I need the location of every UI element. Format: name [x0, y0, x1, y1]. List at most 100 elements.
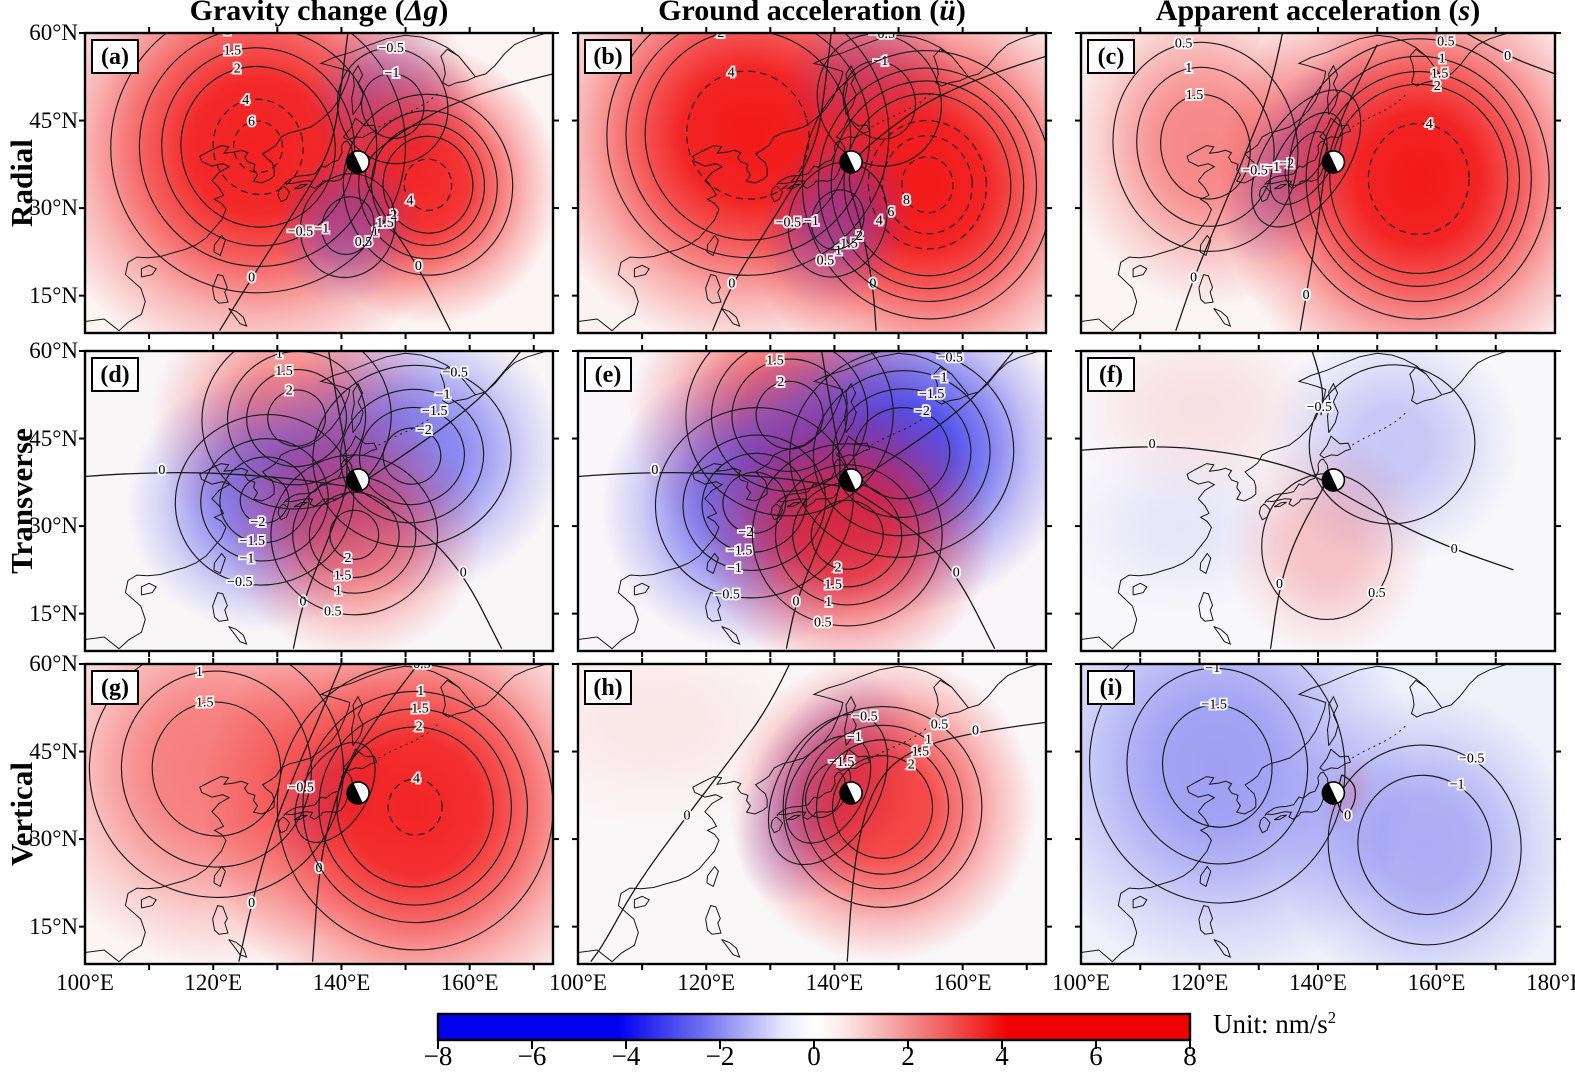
- lat-tick-label: 60°N: [29, 338, 78, 363]
- coastline: [1132, 895, 1148, 909]
- column-title-gravity-change: Gravity change (Δg): [85, 0, 553, 30]
- coastline: [277, 816, 291, 834]
- contour-line: [812, 370, 991, 537]
- contour-line: [682, 434, 827, 572]
- lat-tick-label: 45°N: [29, 738, 78, 764]
- contour-line: [1160, 94, 1251, 200]
- coastline: [1319, 117, 1352, 141]
- zero-contour-line: [366, 351, 522, 480]
- contour-label: 2: [908, 757, 915, 772]
- coastline: [1409, 48, 1443, 87]
- contour-label: 0: [316, 861, 323, 876]
- contour-label: −0.5: [379, 41, 404, 56]
- contour-line: [302, 690, 528, 924]
- zero-contour-line: [590, 664, 791, 963]
- coastline: [933, 679, 969, 718]
- panel-h-map: 00−0.5−1−1.50.511.52(h): [572, 658, 1052, 970]
- coastline: [633, 895, 650, 909]
- contour-line: [817, 67, 1038, 303]
- coastline: [1213, 626, 1232, 645]
- contour-label: 1: [825, 595, 832, 610]
- panel-border: [576, 31, 1048, 335]
- contour-line: [180, 65, 336, 228]
- contour-line: [151, 701, 282, 837]
- beachball-epicenter-icon: [346, 150, 370, 174]
- contour-label: 1.5: [411, 702, 429, 717]
- contour-label: 2: [234, 62, 241, 77]
- zero-contour-line: [578, 471, 841, 488]
- contour-line: [1367, 122, 1470, 235]
- coastline: [578, 664, 1040, 963]
- contour-label: 4: [406, 194, 413, 209]
- lon-tick-label: 160°E: [933, 970, 992, 995]
- coastline: [85, 351, 547, 650]
- contour-label: 0.5: [355, 235, 373, 250]
- contour-line: [810, 499, 884, 570]
- coastline: [351, 695, 364, 746]
- panel-letter-box: [1087, 670, 1135, 705]
- contour-line: [1308, 364, 1476, 525]
- zero-contour-line: [1311, 351, 1324, 416]
- panel-e-map: 0000.511.52−0.5−1−1.5−2−0.5−1−1.5−20.511…: [572, 345, 1052, 657]
- panel-border: [576, 349, 1048, 653]
- contour-label: −2: [1279, 156, 1294, 171]
- coastline: [721, 939, 741, 958]
- shaded-lobe: [700, 393, 995, 651]
- panel-letter: (a): [101, 44, 129, 70]
- panel-letter: (c): [1098, 44, 1125, 70]
- contour-line: [701, 452, 808, 553]
- coastline: [293, 501, 308, 508]
- contour-label: −1: [804, 214, 819, 229]
- panel-letter-box: [1087, 357, 1135, 392]
- contour-line: [710, 351, 869, 492]
- coastline: [1081, 33, 1508, 332]
- coastline: [228, 626, 248, 645]
- coastline: [1198, 274, 1214, 304]
- contour-label: −1: [240, 552, 255, 567]
- contour-label: 0.5: [1175, 37, 1193, 52]
- lon-tick-label: 120°E: [184, 970, 243, 995]
- beachball-epicenter-icon: [346, 468, 370, 492]
- shaded-lobe: [1216, 33, 1555, 333]
- coastline: [705, 592, 722, 622]
- column-title-text: Apparent acceleration (: [1155, 0, 1459, 27]
- contour-line: [1269, 111, 1343, 205]
- contour-label: 1.5: [912, 745, 930, 760]
- zero-contour-line: [1332, 487, 1514, 571]
- coastline: [85, 664, 547, 963]
- panel-border: [83, 662, 555, 966]
- beachball-epicenter-icon: [346, 781, 370, 805]
- contour-line: [233, 120, 284, 173]
- coastline: [770, 816, 784, 834]
- panel-letter: (g): [101, 675, 129, 701]
- contour-line: [219, 456, 310, 544]
- contour-line: [751, 443, 943, 627]
- coastline: [1319, 435, 1352, 459]
- contour-line: [842, 60, 916, 140]
- contour-line: [1112, 41, 1299, 252]
- contour-label: 1: [335, 584, 342, 599]
- panel-border: [83, 31, 555, 335]
- contour-label: 4: [413, 772, 420, 787]
- contour-label: 1: [1185, 61, 1192, 76]
- panel-i-content: 0−0.5−1−1.5−0.5−1: [1081, 664, 1555, 964]
- contour-line: [226, 351, 367, 486]
- contour-label: 0.5: [814, 615, 832, 630]
- contour-label: 1.5: [766, 354, 784, 369]
- column-title-close: ): [438, 0, 449, 27]
- contour-label: 6: [887, 205, 894, 220]
- contour-line: [731, 358, 848, 472]
- colorbar: [436, 1012, 1192, 1049]
- zero-contour-line: [238, 664, 343, 962]
- contour-line: [312, 364, 512, 548]
- contour-label: −2: [738, 525, 753, 540]
- panel-letter: (d): [100, 362, 129, 388]
- lon-tick-label: 120°E: [677, 970, 736, 995]
- colorbar-tick-label: 4: [995, 1041, 1009, 1071]
- contour-line: [161, 47, 356, 247]
- coastline: [1319, 748, 1352, 772]
- zero-contour-line: [853, 490, 996, 649]
- coastline: [1213, 939, 1232, 958]
- coastline: [1352, 92, 1409, 128]
